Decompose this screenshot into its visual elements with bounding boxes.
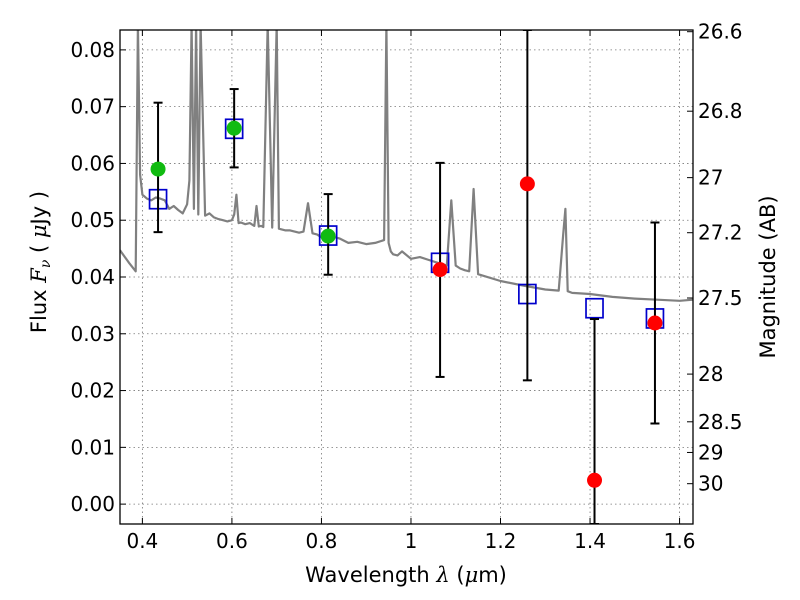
observed-point-red — [587, 472, 603, 488]
y-axis-label: Flux Fν ( μJy ) — [27, 191, 54, 333]
observed-point-red — [432, 262, 448, 278]
grid-lines — [120, 30, 693, 524]
x-axis-label-unit: ( — [450, 563, 465, 587]
model-band-square — [585, 297, 604, 319]
y-tick-label: 0.02 — [70, 379, 115, 403]
y-tick-label: 0.00 — [70, 492, 115, 516]
y-tick-label: 0.08 — [70, 38, 115, 62]
y-tick-label: 0.04 — [70, 265, 115, 289]
observed-point-red — [519, 176, 535, 192]
x-axis-label-mu: μ — [465, 563, 479, 587]
x-tick-label: 0.4 — [126, 529, 158, 553]
mag-tick-label: 28.5 — [698, 410, 743, 434]
x-tick-label: 0.8 — [306, 529, 338, 553]
observed-point-green — [226, 120, 242, 136]
y-tick-label: 0.03 — [70, 322, 115, 346]
observed-point-green — [320, 228, 336, 244]
x-tick-label: 1.6 — [664, 529, 696, 553]
observed-point-green — [150, 161, 166, 177]
y-tick-label: 0.01 — [70, 435, 115, 459]
mag-tick-label: 27.5 — [698, 286, 743, 310]
axes: 0.4 0.6 0.8 1 1.2 1.4 1.6 0.00 0.01 0.02 0.03 0.04 0… — [70, 20, 742, 553]
y-axis-label-open: ( — [27, 238, 51, 260]
observed-point-red — [647, 315, 663, 331]
model-spectrum-line — [120, 30, 693, 302]
mag-tick-label: 26.8 — [698, 99, 743, 123]
x-axis-label: Wavelength λ (μm) — [305, 563, 507, 587]
mag-tick-label: 27.2 — [698, 221, 743, 245]
x-tick-label: 0.6 — [216, 529, 248, 553]
y-axis-label-text: Flux — [27, 283, 51, 333]
right-axis-label: Magnitude (AB) — [756, 195, 780, 358]
mag-tick-label: 29 — [698, 440, 723, 464]
x-tick-label: 1 — [405, 529, 418, 553]
x-axis-label-unit-end: m) — [478, 563, 507, 587]
y-tick-label: 0.06 — [70, 151, 115, 175]
mag-tick-label: 28 — [698, 362, 723, 386]
y-axis-label-f: F — [27, 267, 51, 284]
y-axis-label-close: Jy ) — [27, 191, 51, 227]
x-tick-label: 1.4 — [574, 529, 606, 553]
y-tick-label: 0.07 — [70, 95, 115, 119]
y-axis-label-mu: μ — [27, 224, 51, 238]
plot-area — [120, 30, 693, 524]
x-tick-label: 1.2 — [485, 529, 517, 553]
y-tick-label: 0.05 — [70, 208, 115, 232]
mag-tick-label: 30 — [698, 472, 723, 496]
x-axis-label-text: Wavelength — [305, 563, 436, 587]
y-axis-label-nu: ν — [38, 259, 54, 268]
x-axis-label-lambda: λ — [435, 563, 449, 587]
mag-tick-label: 26.6 — [698, 20, 743, 44]
mag-tick-label: 27 — [698, 166, 723, 190]
